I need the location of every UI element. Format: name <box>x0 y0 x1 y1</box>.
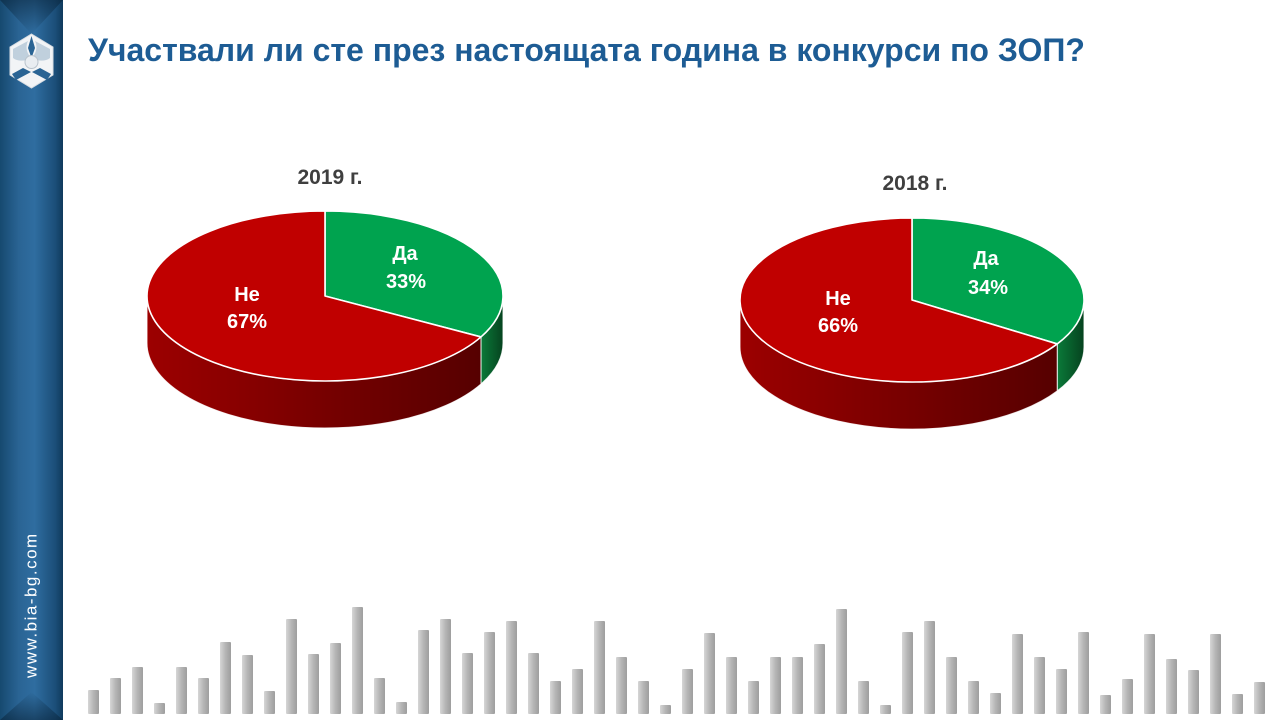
pie-slice-label-no: Не <box>825 288 851 310</box>
page-title: Участвали ли сте през настоящата година … <box>88 32 1085 68</box>
chart-title-2019: 2019 г. <box>297 166 363 189</box>
pie-slice-label-no: Не <box>234 284 260 306</box>
pie-slice-value-yes: 34% <box>968 277 1008 299</box>
pie-slice-label-yes: Да <box>973 248 999 270</box>
pie-chart-2018: Да 34% Не 66% <box>739 217 1085 430</box>
pie-slice-value-no: 66% <box>818 315 858 337</box>
chart-title-2018: 2018 г. <box>882 172 948 195</box>
pie-slice-label-yes: Да <box>392 243 418 265</box>
sidebar: www.bia-bg.com <box>0 0 63 720</box>
pie-geometry <box>739 217 1085 430</box>
decorative-bar-chart <box>88 607 1265 714</box>
pie-slice-value-no: 67% <box>227 311 267 333</box>
bia-logo-icon <box>9 33 54 89</box>
pie-chart-2019: Да 33% Не 67% <box>146 210 504 429</box>
pie-geometry <box>146 210 504 429</box>
pie-slice-value-yes: 33% <box>386 271 426 293</box>
